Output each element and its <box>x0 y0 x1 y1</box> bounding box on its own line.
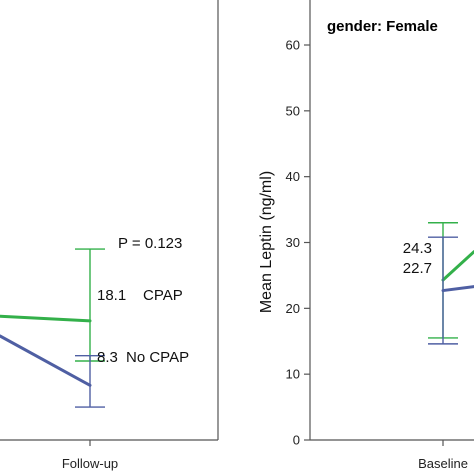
right-cpap-line <box>441 250 474 282</box>
right-y-axis-label: Mean Leptin (ng/ml) <box>258 171 275 313</box>
left-cpap-value-label: 18.1 <box>97 287 126 304</box>
left-panel: Follow-up P = 0.123 18.1 CPAP 8.3 No CPA… <box>0 0 219 471</box>
right-y-tick-label-50: 50 <box>286 103 300 118</box>
right-cpap-value-label: 24.3 <box>403 240 432 257</box>
right-y-tick-label-30: 30 <box>286 235 300 250</box>
right-x-tick-label-baseline: Baseline <box>418 456 468 471</box>
left-nocpap-value-label: 8.3 <box>97 349 118 366</box>
right-nocpap-value-label: 22.7 <box>403 260 432 277</box>
left-x-tick-label-follow-up: Follow-up <box>62 456 118 471</box>
left-cpap-line <box>0 314 92 323</box>
left-cpap-series-label: CPAP <box>143 287 183 304</box>
left-nocpap-series-label: No CPAP <box>126 349 189 366</box>
left-p-value-annotation: P = 0.123 <box>118 235 182 252</box>
right-y-tick-label-40: 40 <box>286 169 300 184</box>
right-y-tick-label-60: 60 <box>286 38 300 53</box>
right-nocpap-line <box>441 285 474 293</box>
right-panel-title: gender: Female <box>327 18 438 35</box>
right-panel: Baseline gender: Female Mean Leptin (ng/… <box>258 0 474 471</box>
right-y-tick-label-10: 10 <box>286 367 300 382</box>
left-nocpap-line <box>0 334 92 387</box>
right-y-tick-label-20: 20 <box>286 301 300 316</box>
right-y-tick-label-0: 0 <box>293 433 300 448</box>
